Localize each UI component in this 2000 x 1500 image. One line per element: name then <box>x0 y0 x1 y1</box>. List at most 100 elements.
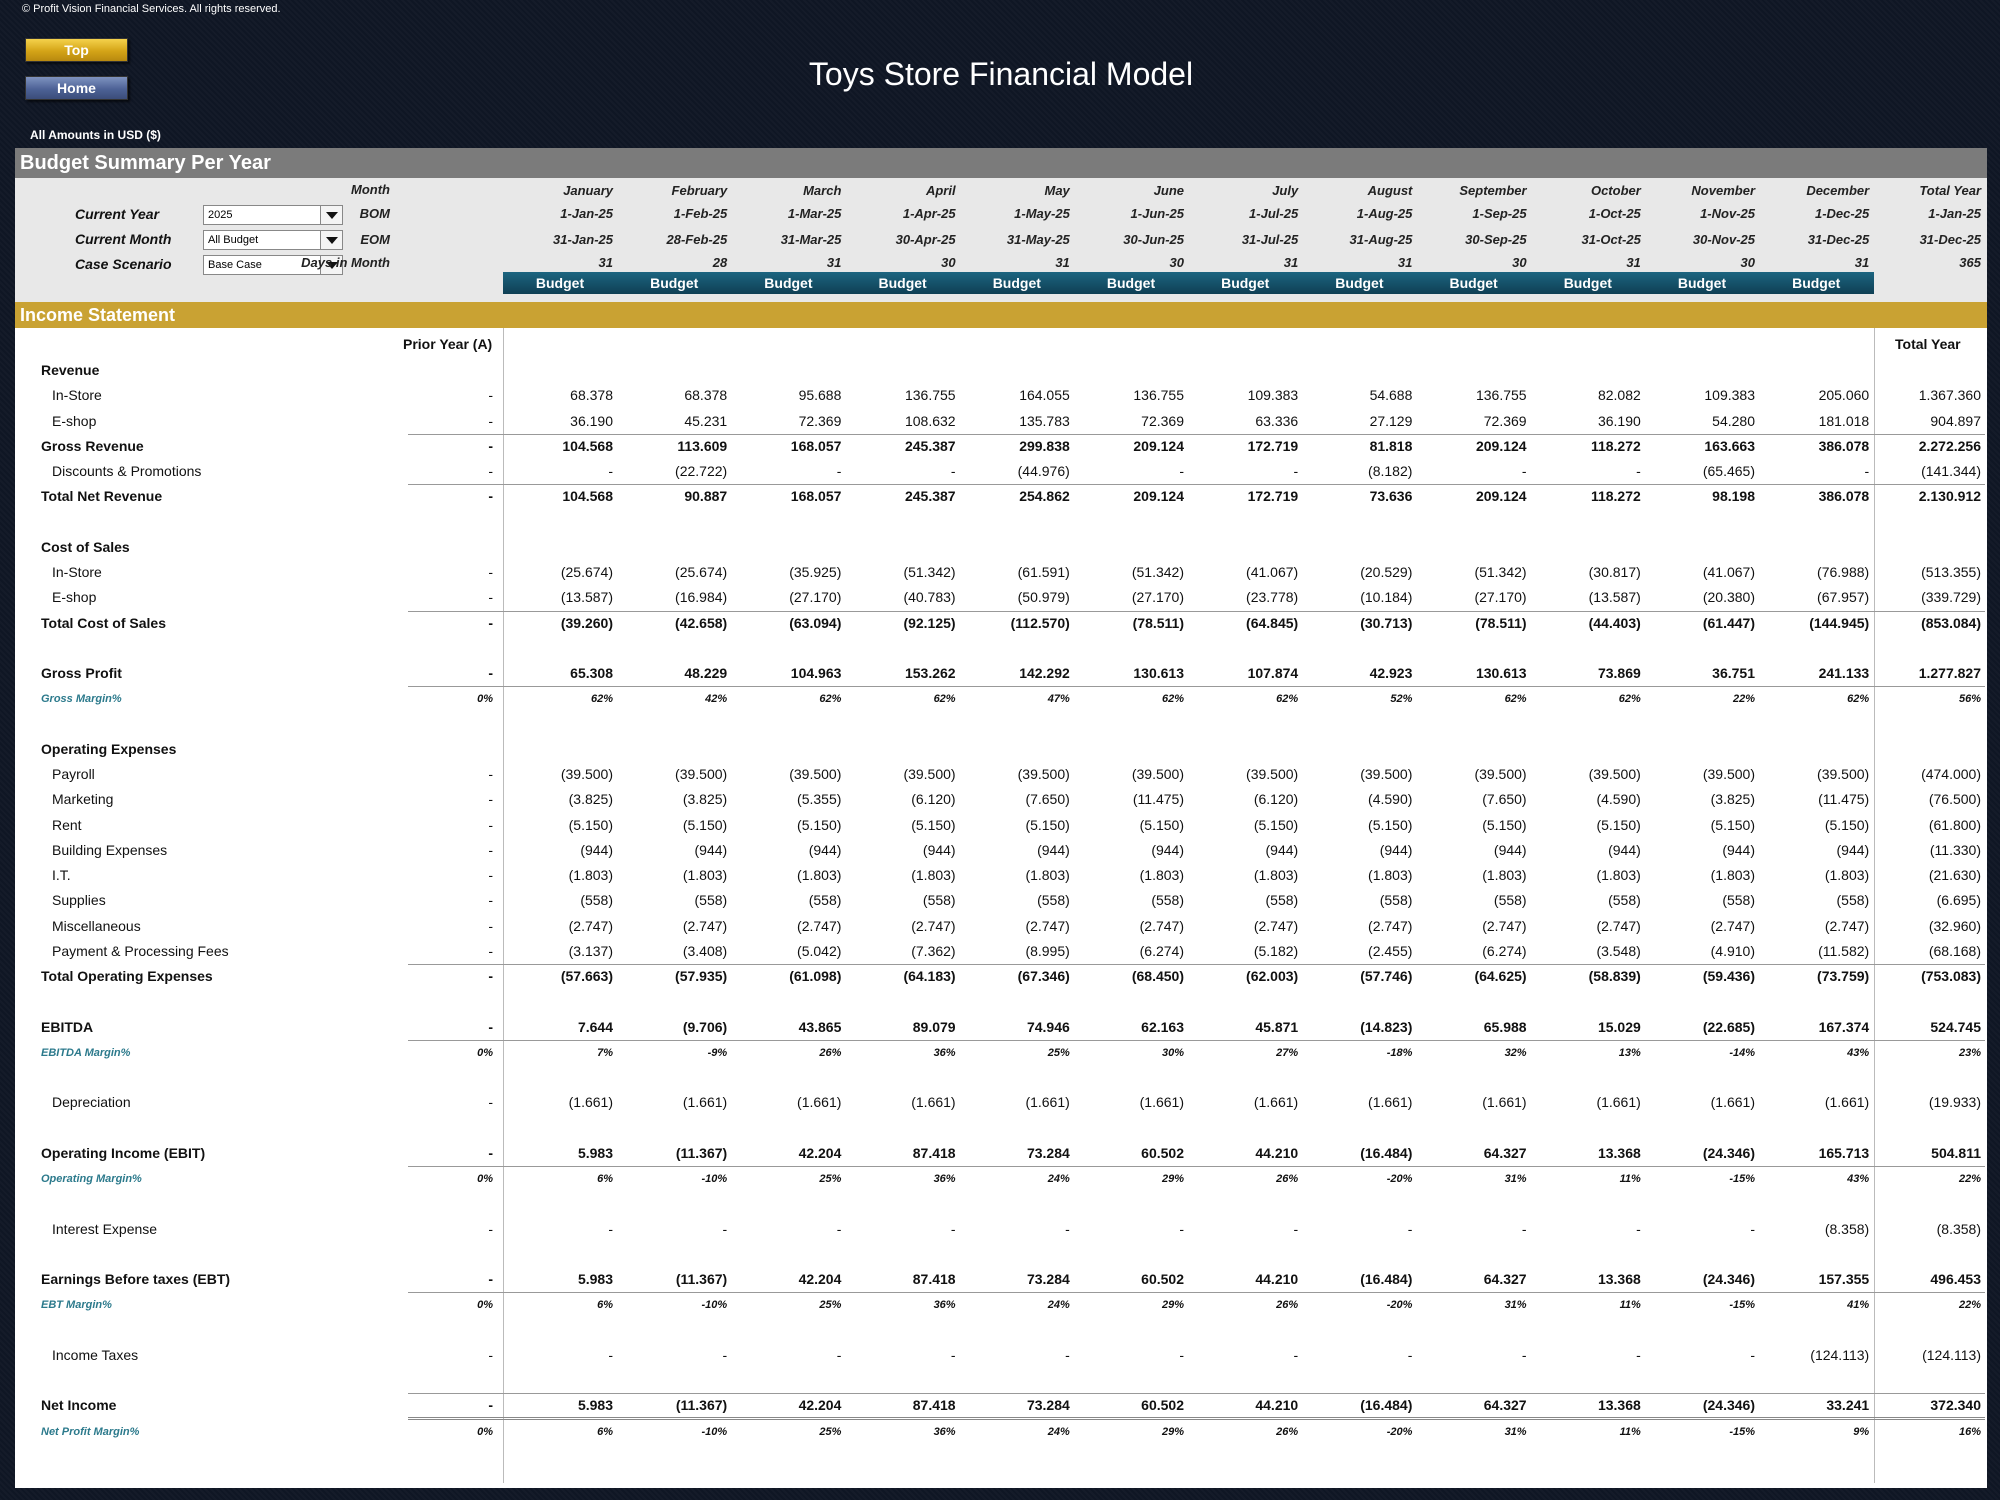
month-value-cell: (558) <box>1037 892 1070 909</box>
month-value-cell: (112.570) <box>1010 614 1070 631</box>
month-value-cell: (42.658) <box>675 614 728 631</box>
month-value-cell: (20.380) <box>1702 589 1755 606</box>
days-cell: 28 <box>712 255 728 270</box>
chevron-down-icon[interactable] <box>320 231 342 249</box>
row-label: Building Expenses <box>52 841 168 858</box>
month-value-cell: (4.590) <box>1368 791 1413 808</box>
eom-cell: 31-Oct-25 <box>1581 232 1641 247</box>
month-value-cell: (57.935) <box>675 968 728 984</box>
month-value-cell: - <box>1407 1220 1413 1237</box>
current-year-select[interactable]: 2025 <box>203 205 343 225</box>
month-value-cell: (35.925) <box>789 564 842 580</box>
month-value-cell: (40.783) <box>903 589 956 606</box>
month-value-cell: 64.327 <box>1483 1144 1527 1161</box>
eom-cell: 31-Jan-25 <box>553 232 613 247</box>
month-value-cell: (27.170) <box>1131 589 1184 606</box>
month-value-cell: (61.098) <box>789 968 842 984</box>
statement-row: In-Store - 68.378 68.378 95.688 136.755 164.05… <box>15 383 1987 408</box>
current-month-select[interactable]: All Budget <box>203 230 343 250</box>
month-value-cell: 63.336 <box>1255 412 1299 429</box>
home-button[interactable]: Home <box>25 76 128 100</box>
row-border <box>408 433 1985 435</box>
month-value-cell: (57.746) <box>1360 968 1413 984</box>
days-cell: 31 <box>1055 255 1070 270</box>
row-label: EBT Margin% <box>41 1299 112 1312</box>
budget-label: Budget <box>1335 275 1384 291</box>
month-value-cell: (68.450) <box>1131 968 1184 984</box>
month-value-cell: - <box>1521 463 1527 479</box>
row-label: Supplies <box>52 892 106 909</box>
statement-row: Gross Profit - 65.308 48.229 104.963 153.262 1… <box>15 661 1987 686</box>
month-value-cell: 118.272 <box>1590 437 1641 454</box>
month-value-cell: - <box>1636 1220 1641 1237</box>
month-value-cell: 74.946 <box>1026 1018 1070 1035</box>
month-value-cell: 29% <box>1161 1299 1184 1312</box>
chevron-down-icon[interactable] <box>320 206 342 224</box>
month-value-cell: - <box>608 1220 613 1237</box>
row-label: E-shop <box>52 589 97 606</box>
month-value-cell: (3.825) <box>682 791 728 808</box>
month-value-cell: 13% <box>1618 1046 1641 1059</box>
month-value-cell: (558) <box>1722 892 1755 909</box>
total-year-cell: 524.745 <box>1930 1018 1981 1035</box>
month-value-cell: (558) <box>922 892 956 909</box>
row-label: In-Store <box>52 387 102 404</box>
prior-year-cell: - <box>488 614 493 631</box>
month-value-cell: (39.260) <box>560 614 613 631</box>
month-value-cell: (2.747) <box>1025 917 1070 934</box>
row-label: Rent <box>52 816 82 833</box>
month-value-cell: (1.661) <box>1596 1094 1641 1111</box>
month-value-cell: 87.418 <box>912 1271 956 1287</box>
month-value-cell: 205.060 <box>1818 387 1870 404</box>
month-value-cell: (1.803) <box>911 867 956 883</box>
month-value-cell: 73.869 <box>1597 665 1641 681</box>
month-value-cell: (558) <box>1379 892 1413 909</box>
month-value-cell: 42% <box>705 693 728 706</box>
row-label: EBITDA <box>41 1018 94 1035</box>
prior-year-cell: - <box>488 564 493 580</box>
month-value-cell: (8.995) <box>1025 942 1070 959</box>
month-value-cell: - <box>1179 1346 1184 1363</box>
prior-year-cell: - <box>488 968 493 984</box>
month-value-cell: 33.241 <box>1826 1397 1870 1414</box>
case-scenario-select[interactable]: Base Case <box>203 255 343 275</box>
bom-cell: 1-Oct-25 <box>1588 206 1641 221</box>
month-value-cell: (41.067) <box>1702 564 1755 580</box>
case-scenario-value: Base Case <box>208 259 262 271</box>
month-value-cell: (2.747) <box>797 917 842 934</box>
month-value-cell: 26% <box>1276 1425 1299 1438</box>
bom-cell: 1-Sep-25 <box>1472 206 1527 221</box>
month-value-cell: 25% <box>1047 1046 1070 1059</box>
statement-row: Payroll - (39.500) (39.500) (39.500) (39.500)… <box>15 762 1987 787</box>
month-value-cell: 31% <box>1504 1173 1527 1185</box>
month-value-cell: (3.137) <box>568 942 613 959</box>
month-value-cell: (558) <box>1493 892 1527 909</box>
chevron-down-icon[interactable] <box>320 256 342 274</box>
month-value-cell: (39.500) <box>1474 766 1527 782</box>
month-value-cell: - <box>1521 1346 1527 1363</box>
month-value-cell: 109.383 <box>1704 387 1755 404</box>
month-value-cell: (5.150) <box>1710 816 1755 833</box>
month-value-cell: 62% <box>933 693 956 706</box>
month-value-cell: (7.362) <box>911 942 956 959</box>
total-year-cell: 22% <box>1958 1299 1981 1312</box>
month-value-cell: 113.609 <box>677 437 728 454</box>
month-value-cell: 13.368 <box>1597 1271 1641 1287</box>
total-year-cell: (21.630) <box>1928 867 1981 883</box>
prior-year-cell: - <box>488 387 493 404</box>
month-value-cell: 11% <box>1619 1299 1641 1312</box>
top-button[interactable]: Top <box>25 38 128 62</box>
month-value-cell: 90.887 <box>684 488 728 505</box>
summary-title-bar: Budget Summary Per Year <box>15 148 1987 178</box>
month-value-cell: (2.747) <box>1710 917 1755 934</box>
eom-cell: 31-Dec-25 <box>1807 232 1870 247</box>
eom-cell: 30-Nov-25 <box>1692 232 1755 247</box>
eom-cell: 30-Jun-25 <box>1123 232 1184 247</box>
month-value-cell: (3.408) <box>682 942 728 959</box>
days-cell: 30 <box>941 255 956 270</box>
month-value-cell: (76.988) <box>1817 564 1870 580</box>
month-value-cell: 98.198 <box>1712 488 1755 505</box>
month-value-cell: (16.984) <box>675 589 728 606</box>
month-value-cell: 31% <box>1504 1299 1527 1312</box>
days-cell: 31 <box>1397 255 1413 270</box>
